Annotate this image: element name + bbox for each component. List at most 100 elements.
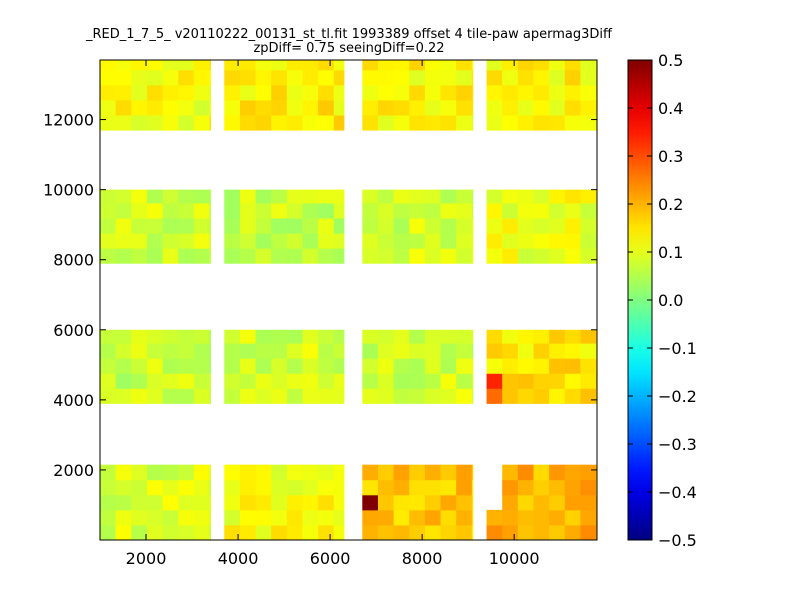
heatmap-cell — [286, 189, 303, 204]
heatmap-cell — [255, 233, 272, 249]
heatmap-cell — [115, 69, 132, 86]
heatmap-cell — [564, 218, 581, 234]
colorbar-tick-label: 0.4 — [658, 99, 683, 118]
heatmap-cell — [131, 60, 148, 71]
heatmap-cell — [115, 218, 132, 234]
heatmap-cell — [146, 388, 164, 404]
heatmap-cell — [393, 329, 410, 344]
heatmap-cell — [440, 343, 457, 359]
heatmap-cell — [564, 494, 581, 511]
heatmap-cell — [115, 84, 132, 101]
heatmap-cell — [502, 343, 519, 359]
heatmap-cell — [580, 373, 597, 389]
heatmap-cell — [533, 218, 550, 234]
heatmap-cell — [564, 84, 581, 101]
heatmap-cell — [533, 358, 550, 374]
heatmap-cell — [533, 373, 550, 389]
heatmap-cell — [502, 358, 519, 374]
x-tick-label: 8000 — [402, 549, 443, 568]
y-tick-label: 12000 — [43, 111, 94, 130]
heatmap-cell — [271, 69, 288, 86]
heatmap-cell — [115, 115, 132, 131]
heatmap-cell — [362, 494, 379, 511]
heatmap-cell — [255, 60, 272, 71]
heatmap-cell — [424, 373, 442, 389]
x-axis: 2000 4000 6000 8000 10000 — [126, 60, 540, 568]
heatmap-cell — [517, 202, 534, 219]
heatmap-cell — [178, 373, 195, 389]
heatmap-cell — [100, 218, 117, 234]
heatmap-cell — [486, 329, 503, 344]
heatmap-cell — [377, 329, 395, 344]
heatmap-cell — [302, 84, 319, 101]
heatmap-cell — [564, 509, 581, 526]
heatmap-cell — [377, 233, 395, 249]
plot-frame — [99, 59, 598, 541]
heatmap-cell — [424, 388, 442, 404]
heatmap-cell — [302, 189, 319, 204]
heatmap-cell — [318, 69, 335, 86]
heatmap-cell — [486, 99, 503, 116]
heatmap-cell — [224, 218, 241, 234]
heatmap-cell — [440, 479, 457, 496]
heatmap-cell — [377, 494, 395, 511]
heatmap-cell — [549, 60, 566, 71]
heatmap-cell — [302, 524, 319, 541]
heatmap-cell — [318, 218, 335, 234]
heatmap-cell — [502, 373, 519, 389]
heatmap-cell — [440, 189, 457, 204]
heatmap-cell — [100, 60, 117, 71]
heatmap-cell — [271, 494, 288, 511]
heatmap-cell — [549, 524, 566, 541]
heatmap-cell — [549, 358, 566, 374]
heatmap-cell — [193, 233, 211, 249]
heatmap-cell — [424, 464, 442, 481]
heatmap-cell — [456, 115, 473, 131]
heatmap-cell — [502, 115, 519, 131]
heatmap-cell — [286, 329, 303, 344]
heatmap-cell — [224, 358, 241, 374]
heatmap-cell — [224, 373, 241, 389]
heatmap-cell — [333, 233, 345, 249]
heatmap-cell — [255, 494, 272, 511]
heatmap-cell — [549, 233, 566, 249]
heatmap-cell — [271, 60, 288, 71]
heatmap-cell — [533, 69, 550, 86]
heatmap-cell — [100, 479, 117, 496]
heatmap-cell — [239, 248, 257, 264]
heatmap-cell — [580, 189, 597, 204]
heatmap-cell — [486, 69, 503, 86]
heatmap-cell — [131, 464, 148, 481]
heatmap-cell — [333, 358, 345, 374]
heatmap-cell — [255, 358, 272, 374]
heatmap-cell — [362, 248, 379, 264]
heatmap-cell — [517, 329, 534, 344]
heatmap-cell — [100, 464, 117, 481]
heatmap-cell — [302, 388, 319, 404]
heatmap-cell — [377, 84, 395, 101]
heatmap-cell — [146, 84, 164, 101]
heatmap-cell — [100, 115, 117, 131]
heatmap-cell — [286, 84, 303, 101]
heatmap-cell — [377, 373, 395, 389]
heatmap-cell — [271, 509, 288, 526]
colorbar-tick-label: −0.1 — [658, 339, 697, 358]
heatmap-cell — [100, 329, 117, 344]
heatmap-cell — [377, 524, 395, 541]
heatmap-cell — [302, 479, 319, 496]
heatmap-cell — [209, 248, 211, 264]
colorbar: 0.5 0.4 0.3 0.2 0.1 0.0 −0.1 −0.2 −0.3 −0.4 −0.5 — [627, 51, 697, 550]
heatmap-cell — [193, 358, 211, 374]
heatmap-cell — [255, 84, 272, 101]
heatmap-cell — [131, 99, 148, 116]
heatmap-cell — [502, 233, 519, 249]
heatmap-cell — [440, 60, 457, 71]
heatmap-cell — [146, 479, 164, 496]
heatmap-cell — [162, 248, 179, 264]
heatmap-cell — [333, 373, 345, 389]
heatmap-cell — [178, 202, 195, 219]
heatmap-cell — [146, 373, 164, 389]
colorbar-tick-label: −0.3 — [658, 435, 697, 454]
heatmap-cell — [580, 494, 597, 511]
heatmap-cell — [517, 84, 534, 101]
